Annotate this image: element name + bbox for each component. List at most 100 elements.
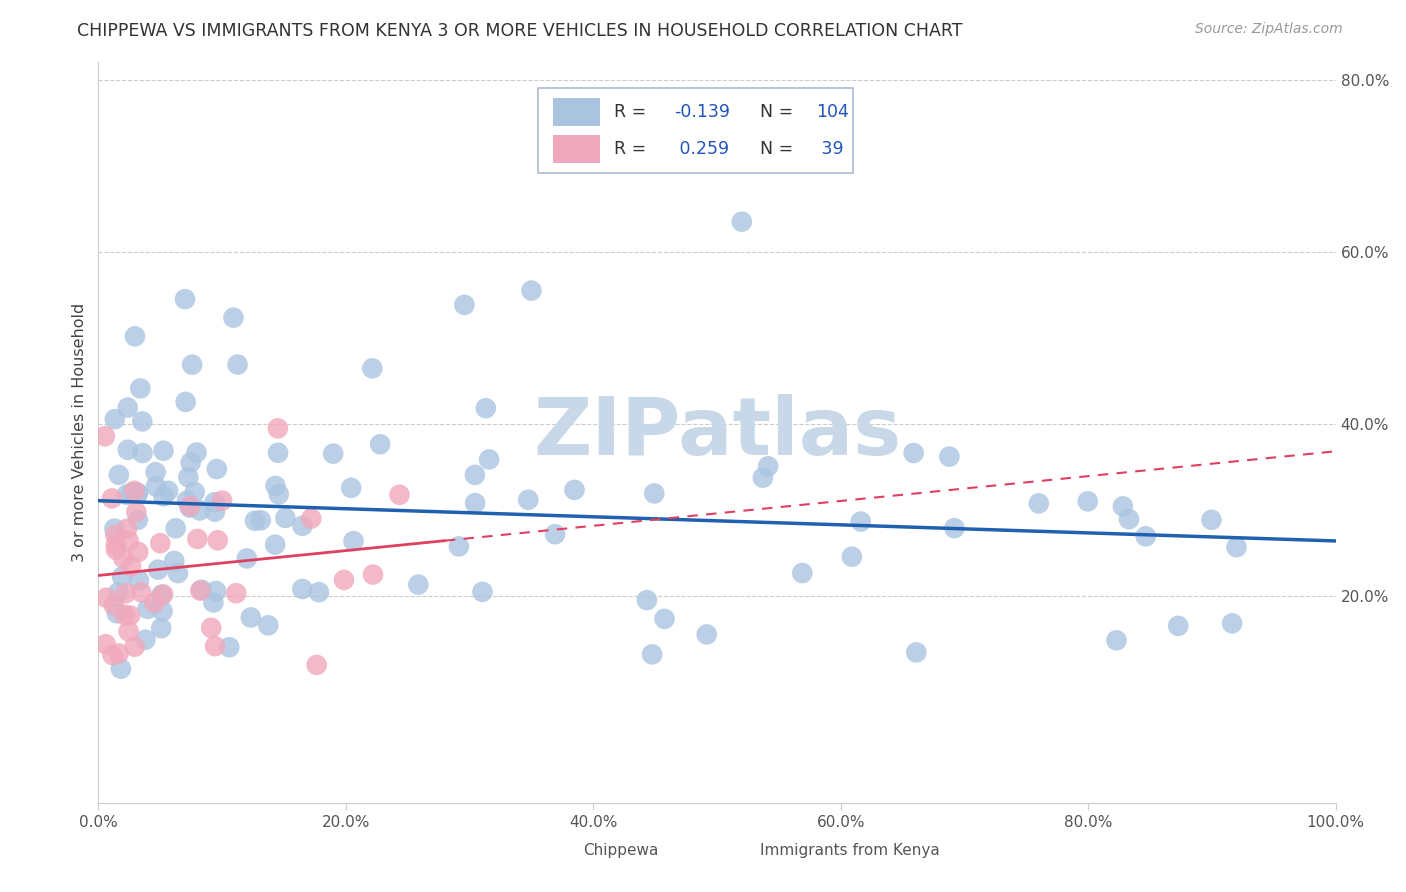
Point	[1028, 496, 1050, 510]
Point	[128, 574, 150, 588]
Point	[112, 551, 135, 566]
Point	[200, 621, 222, 635]
Point	[179, 499, 201, 513]
Point	[186, 445, 208, 459]
Point	[243, 514, 266, 528]
Text: Immigrants from Kenya: Immigrants from Kenya	[761, 843, 941, 858]
Point	[792, 566, 814, 580]
Point	[186, 532, 208, 546]
Point	[340, 481, 363, 495]
Point	[1118, 512, 1140, 526]
Point	[117, 624, 139, 639]
Point	[127, 486, 149, 500]
Point	[117, 442, 139, 457]
Point	[121, 485, 143, 500]
Point	[105, 543, 128, 558]
Point	[322, 447, 344, 461]
Point	[104, 538, 127, 552]
Point	[111, 570, 134, 584]
Point	[127, 545, 149, 559]
Point	[96, 591, 118, 605]
Point	[291, 518, 314, 533]
Point	[120, 559, 142, 574]
Point	[120, 608, 142, 623]
Point	[1167, 619, 1189, 633]
Point	[103, 522, 125, 536]
Point	[264, 479, 287, 493]
Point	[274, 511, 297, 525]
Point	[152, 443, 174, 458]
Point	[267, 421, 290, 435]
Point	[222, 310, 245, 325]
Point	[1220, 616, 1243, 631]
Point	[107, 585, 129, 599]
Point	[905, 645, 928, 659]
Point	[453, 298, 475, 312]
Bar	[553, 135, 599, 163]
Point	[1077, 494, 1099, 508]
Point	[174, 292, 197, 306]
Point	[205, 584, 228, 599]
Point	[305, 657, 328, 672]
Point	[127, 486, 149, 500]
Point	[167, 566, 190, 580]
Point	[179, 500, 201, 515]
Text: Source: ZipAtlas.com: Source: ZipAtlas.com	[1195, 22, 1343, 37]
Text: 0.259: 0.259	[673, 140, 728, 158]
Point	[239, 610, 262, 624]
Text: 39: 39	[815, 140, 844, 158]
Point	[129, 585, 152, 599]
Point	[110, 662, 132, 676]
Point	[105, 607, 128, 621]
Point	[177, 470, 200, 484]
Point	[204, 495, 226, 509]
Point	[841, 549, 863, 564]
Point	[134, 632, 156, 647]
Text: N =: N =	[761, 103, 799, 121]
Point	[943, 521, 966, 535]
Point	[654, 612, 676, 626]
Point	[174, 395, 197, 409]
Point	[188, 583, 211, 598]
Bar	[727, 842, 754, 858]
Point	[368, 437, 391, 451]
Point	[129, 381, 152, 395]
Point	[188, 503, 211, 517]
Point	[146, 563, 169, 577]
FancyBboxPatch shape	[537, 88, 853, 173]
Point	[165, 521, 187, 535]
Text: CHIPPEWA VS IMMIGRANTS FROM KENYA 3 OR MORE VEHICLES IN HOUSEHOLD CORRELATION CH: CHIPPEWA VS IMMIGRANTS FROM KENYA 3 OR M…	[77, 22, 963, 40]
Point	[211, 493, 233, 508]
Point	[150, 588, 173, 602]
Point	[103, 599, 125, 613]
Point	[145, 465, 167, 479]
Point	[205, 462, 228, 476]
Point	[544, 527, 567, 541]
Point	[1225, 540, 1247, 554]
Bar	[553, 98, 599, 126]
Point	[517, 492, 540, 507]
Point	[471, 585, 494, 599]
Point	[447, 540, 470, 554]
Point	[94, 637, 117, 651]
Point	[938, 450, 960, 464]
Text: ZIPatlas: ZIPatlas	[533, 393, 901, 472]
Point	[143, 596, 166, 610]
Point	[127, 513, 149, 527]
Point	[101, 491, 124, 506]
Point	[204, 639, 226, 653]
Point	[299, 511, 322, 525]
Point	[163, 554, 186, 568]
Point	[264, 538, 287, 552]
Point	[117, 401, 139, 415]
Point	[408, 577, 430, 591]
Point	[104, 412, 127, 426]
Point	[1105, 633, 1128, 648]
Point	[150, 621, 173, 635]
Point	[236, 551, 259, 566]
Point	[464, 467, 486, 482]
Point	[903, 446, 925, 460]
Point	[136, 602, 159, 616]
Point	[202, 595, 225, 609]
Point	[257, 618, 280, 632]
